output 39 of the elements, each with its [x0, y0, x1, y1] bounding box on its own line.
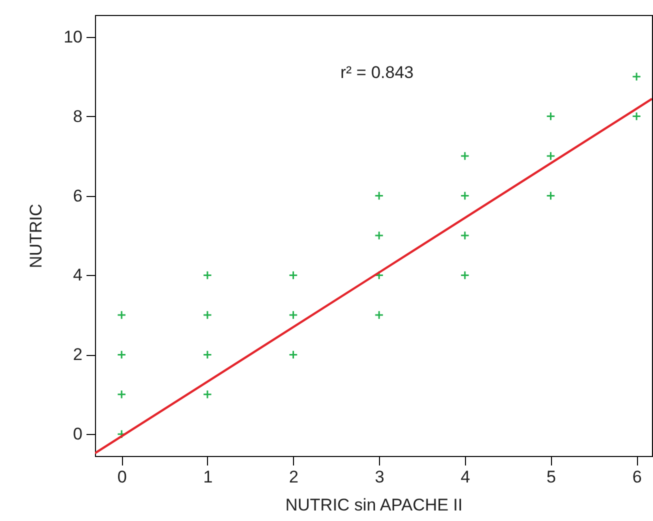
- x-axis-title: NUTRIC sin APACHE II: [285, 496, 463, 514]
- point: [632, 72, 642, 82]
- point: [374, 191, 384, 200]
- y-tick-label: 2: [73, 345, 82, 364]
- x-tick-label: 0: [117, 468, 127, 486]
- point: [374, 310, 384, 320]
- x-tick-label: 1: [203, 468, 213, 486]
- annotation: r² = 0.843: [340, 63, 414, 82]
- x-tick-label: 2: [289, 468, 298, 486]
- point: [202, 310, 212, 320]
- point: [116, 310, 126, 320]
- point: [288, 310, 298, 320]
- point: [460, 270, 470, 280]
- point: [374, 270, 384, 280]
- point: [116, 350, 126, 360]
- point: [202, 350, 212, 360]
- point: [546, 191, 556, 200]
- x-tick-label: 3: [374, 468, 384, 486]
- y-tick-label: 6: [73, 186, 82, 206]
- point: [632, 112, 642, 121]
- point: [202, 390, 212, 400]
- point: [288, 350, 298, 360]
- point: [546, 112, 556, 121]
- y-axis-title: NUTRIC: [26, 204, 46, 268]
- y-tick-label: 8: [73, 106, 82, 126]
- point: [374, 230, 384, 240]
- point: [460, 191, 470, 200]
- y-tick-label: 10: [64, 27, 82, 46]
- point: [116, 390, 126, 400]
- point: [460, 151, 470, 161]
- x-tick-label: 6: [632, 468, 642, 486]
- point: [202, 270, 212, 280]
- point: [460, 230, 470, 240]
- y-tick-label: 4: [73, 266, 82, 285]
- x-tick-label: 5: [546, 468, 556, 486]
- point: [546, 151, 556, 161]
- y-tick-label: 0: [73, 424, 82, 444]
- point: [288, 270, 298, 280]
- x-tick-label: 4: [460, 468, 470, 486]
